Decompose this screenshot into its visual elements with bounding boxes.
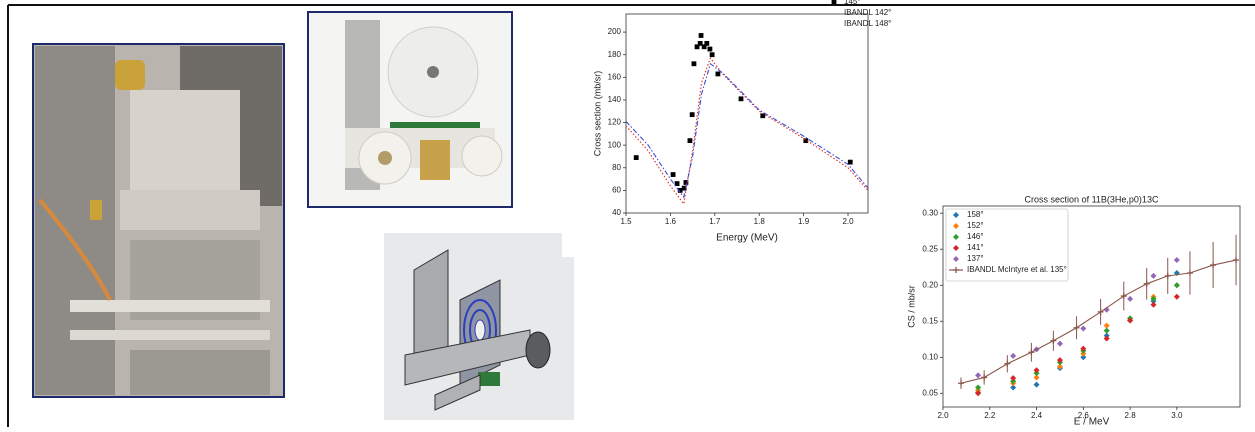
slide: 1.5 1.6 1.7 1.8 1.9 2.0 40 60 80 100 120 140 160 180 2… — [0, 0, 1255, 427]
legend-label: IBANDL 148° — [844, 19, 891, 28]
data-point — [1074, 325, 1080, 331]
photo-chamber — [33, 44, 284, 397]
y-tick-label: 200 — [608, 27, 622, 36]
data-point — [1174, 294, 1180, 300]
data-point — [975, 372, 981, 378]
data-point — [1150, 273, 1156, 279]
data-point — [832, 0, 837, 4]
data-point — [1165, 273, 1171, 279]
data-point — [692, 61, 697, 66]
photo-holder — [308, 12, 512, 207]
data-point — [1010, 353, 1016, 359]
y-tick-label: 180 — [608, 50, 622, 59]
data-point — [760, 113, 765, 118]
y-tick-label: 60 — [612, 185, 621, 194]
y-tick-label: 140 — [608, 95, 622, 104]
data-point — [1144, 281, 1150, 287]
data-point — [1127, 296, 1133, 302]
y-tick-label: 0.10 — [922, 352, 938, 361]
legend-label: 146° — [967, 232, 984, 241]
data-point — [1028, 349, 1034, 355]
legend-label: 141° — [967, 243, 984, 252]
y-tick-label: 0.30 — [922, 208, 938, 217]
data-point — [981, 374, 987, 380]
y-tick-label: 0.25 — [922, 244, 938, 253]
data-point — [848, 160, 853, 165]
data-point — [1080, 325, 1086, 331]
x-axis-label: E / MeV — [1074, 417, 1110, 427]
data-point — [1210, 262, 1216, 268]
data-point — [716, 72, 721, 77]
x-tick-label: 2.8 — [1125, 411, 1137, 420]
x-axis-label: Energy (MeV) — [716, 233, 778, 244]
x-tick-label: 2.0 — [937, 411, 949, 420]
data-point — [708, 47, 713, 52]
y-tick-label: 0.20 — [922, 280, 938, 289]
x-tick-label: 1.6 — [665, 217, 677, 226]
y-tick-label: 100 — [608, 140, 622, 149]
y-tick-label: 80 — [612, 163, 621, 172]
chart: 1.5 1.6 1.7 1.8 1.9 2.0 40 60 80 100 120 140 160 180 2… — [592, 0, 891, 244]
data-point — [1150, 302, 1156, 308]
x-tick-label: 1.7 — [709, 217, 721, 226]
x-tick-label: 2.2 — [984, 411, 996, 420]
plot-frame — [626, 14, 868, 213]
data-point — [1034, 382, 1040, 388]
chart: Cross section of 11B(3He,p0)13C 2.0 2.2 2.4… — [906, 194, 1240, 427]
data-point — [1104, 328, 1110, 334]
data-point — [1187, 270, 1193, 276]
y-tick-label: 120 — [608, 118, 622, 127]
x-tick-label: 2.4 — [1031, 411, 1043, 420]
x-tick-label: 3.0 — [1171, 411, 1183, 420]
y-tick-label: 0.15 — [922, 316, 938, 325]
data-point — [1233, 257, 1239, 263]
data-point — [710, 52, 715, 57]
legend-label: IBANDL 142° — [844, 8, 891, 17]
data-point — [690, 112, 695, 117]
legend-label: 158° — [967, 210, 984, 219]
data-point — [1057, 341, 1063, 347]
data-point — [688, 138, 693, 143]
legend-label: 137° — [967, 254, 984, 263]
y-tick-label: 40 — [612, 208, 621, 217]
y-tick-label: 0.05 — [922, 388, 938, 397]
y-axis-label: CS / mb/sr — [906, 285, 916, 328]
x-tick-label: 1.5 — [620, 217, 632, 226]
data-point — [1174, 282, 1180, 288]
legend-label: 152° — [967, 221, 984, 230]
cad-drawing — [384, 233, 574, 420]
chart-title: Cross section of 11B(3He,p0)13C — [1025, 194, 1159, 204]
x-tick-label: 1.8 — [754, 217, 766, 226]
series-line — [626, 64, 868, 197]
y-axis-label: Cross section (mb/sr) — [592, 71, 602, 157]
x-tick-label: 2.0 — [842, 217, 854, 226]
data-point — [671, 172, 676, 177]
data-point — [1004, 361, 1010, 367]
legend-label: 145° — [844, 0, 861, 6]
legend-label: IBANDL McIntyre et al. 135° — [967, 265, 1067, 274]
y-tick-label: 160 — [608, 72, 622, 81]
data-point — [1174, 257, 1180, 263]
data-point — [739, 96, 744, 101]
x-tick-label: 1.9 — [798, 217, 810, 226]
legend: 158° 152° 146° 141° 137° IBANDL McIntyre et a… — [946, 209, 1068, 281]
data-point — [958, 380, 964, 386]
data-point — [704, 41, 709, 46]
data-point — [699, 33, 704, 38]
series-line — [626, 58, 868, 204]
data-point — [1050, 338, 1056, 344]
data-point — [634, 155, 639, 160]
